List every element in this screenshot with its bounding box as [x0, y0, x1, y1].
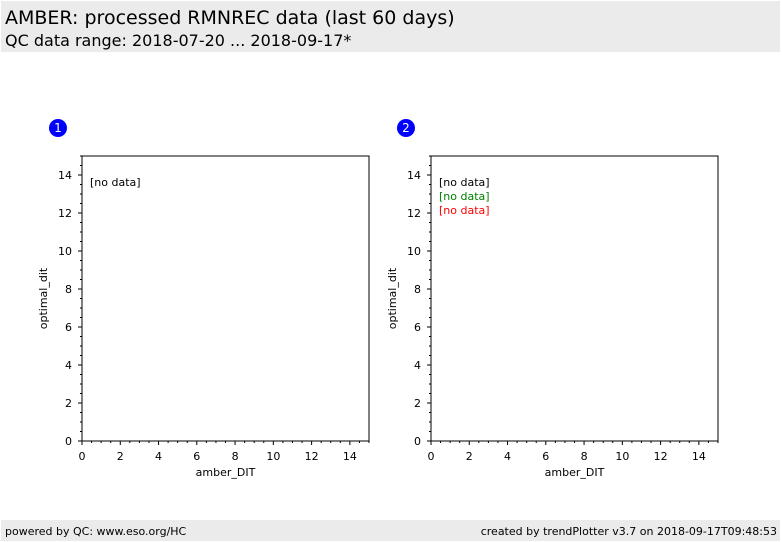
- y-tick-label: 2: [65, 397, 72, 410]
- no-data-annotation: [no data]: [439, 176, 490, 189]
- x-tick-label: 4: [155, 450, 162, 463]
- page-subtitle: QC data range: 2018-07-20 ... 2018-09-17…: [5, 31, 352, 50]
- y-tick-label: 2: [414, 397, 421, 410]
- x-tick-label: 0: [79, 450, 86, 463]
- y-tick-label: 6: [414, 321, 421, 334]
- x-axis-label: amber_DIT: [196, 466, 256, 479]
- y-tick-label: 0: [65, 435, 72, 448]
- footer-powered-by: powered by QC: www.eso.org/HC: [5, 525, 187, 538]
- x-tick-label: 2: [117, 450, 124, 463]
- x-tick-label: 12: [305, 450, 319, 463]
- y-tick-label: 6: [65, 321, 72, 334]
- x-tick-label: 8: [581, 450, 588, 463]
- x-tick-label: 6: [542, 450, 549, 463]
- page-title: AMBER: processed RMNREC data (last 60 da…: [5, 7, 455, 29]
- plot-area-frame: [81, 155, 370, 442]
- panel-number-label: 1: [54, 121, 62, 135]
- x-tick-label: 10: [615, 450, 629, 463]
- y-tick-label: 0: [414, 435, 421, 448]
- no-data-annotation: [no data]: [439, 190, 490, 203]
- y-tick-label: 4: [65, 359, 72, 372]
- no-data-annotation: [no data]: [439, 204, 490, 217]
- x-tick-label: 6: [193, 450, 200, 463]
- x-tick-label: 0: [428, 450, 435, 463]
- y-tick-label: 10: [58, 245, 72, 258]
- page-header: AMBER: processed RMNREC data (last 60 da…: [1, 1, 780, 52]
- y-tick-label: 14: [58, 169, 72, 182]
- x-tick-label: 2: [466, 450, 473, 463]
- panel-number-badge: [397, 119, 415, 137]
- x-tick-label: 14: [343, 450, 357, 463]
- page-footer: powered by QC: www.eso.org/HC created by…: [1, 520, 780, 541]
- y-axis-label: optimal_dit: [386, 267, 399, 329]
- x-tick-label: 10: [266, 450, 280, 463]
- x-tick-label: 12: [654, 450, 668, 463]
- y-tick-label: 8: [65, 283, 72, 296]
- y-tick-label: 12: [58, 207, 72, 220]
- y-tick-label: 10: [407, 245, 421, 258]
- chart-panel-2: 2 0 2 4 6 8 10 12 14 0 2 4 6 8 10 12 14 amber_DIT optimal_…: [386, 119, 719, 479]
- x-tick-label: 14: [692, 450, 706, 463]
- y-tick-label: 4: [414, 359, 421, 372]
- y-tick-label: 14: [407, 169, 421, 182]
- chart-panel-1: 10 2 4 6 8 10 12 1402468101214amber_DIToptimal_…: [37, 119, 370, 479]
- panel-number-badge: [49, 119, 67, 137]
- x-tick-label: 8: [232, 450, 239, 463]
- x-axis-label: amber_DIT: [545, 466, 605, 479]
- panel-number-label: 2: [402, 121, 410, 135]
- y-axis-label: optimal_dit: [37, 267, 50, 329]
- y-tick-label: 8: [414, 283, 421, 296]
- no-data-annotation: [no data]: [90, 176, 141, 189]
- footer-created-by: created by trendPlotter v3.7 on 2018-09-…: [480, 525, 777, 538]
- x-tick-label: 4: [504, 450, 511, 463]
- y-tick-label: 12: [407, 207, 421, 220]
